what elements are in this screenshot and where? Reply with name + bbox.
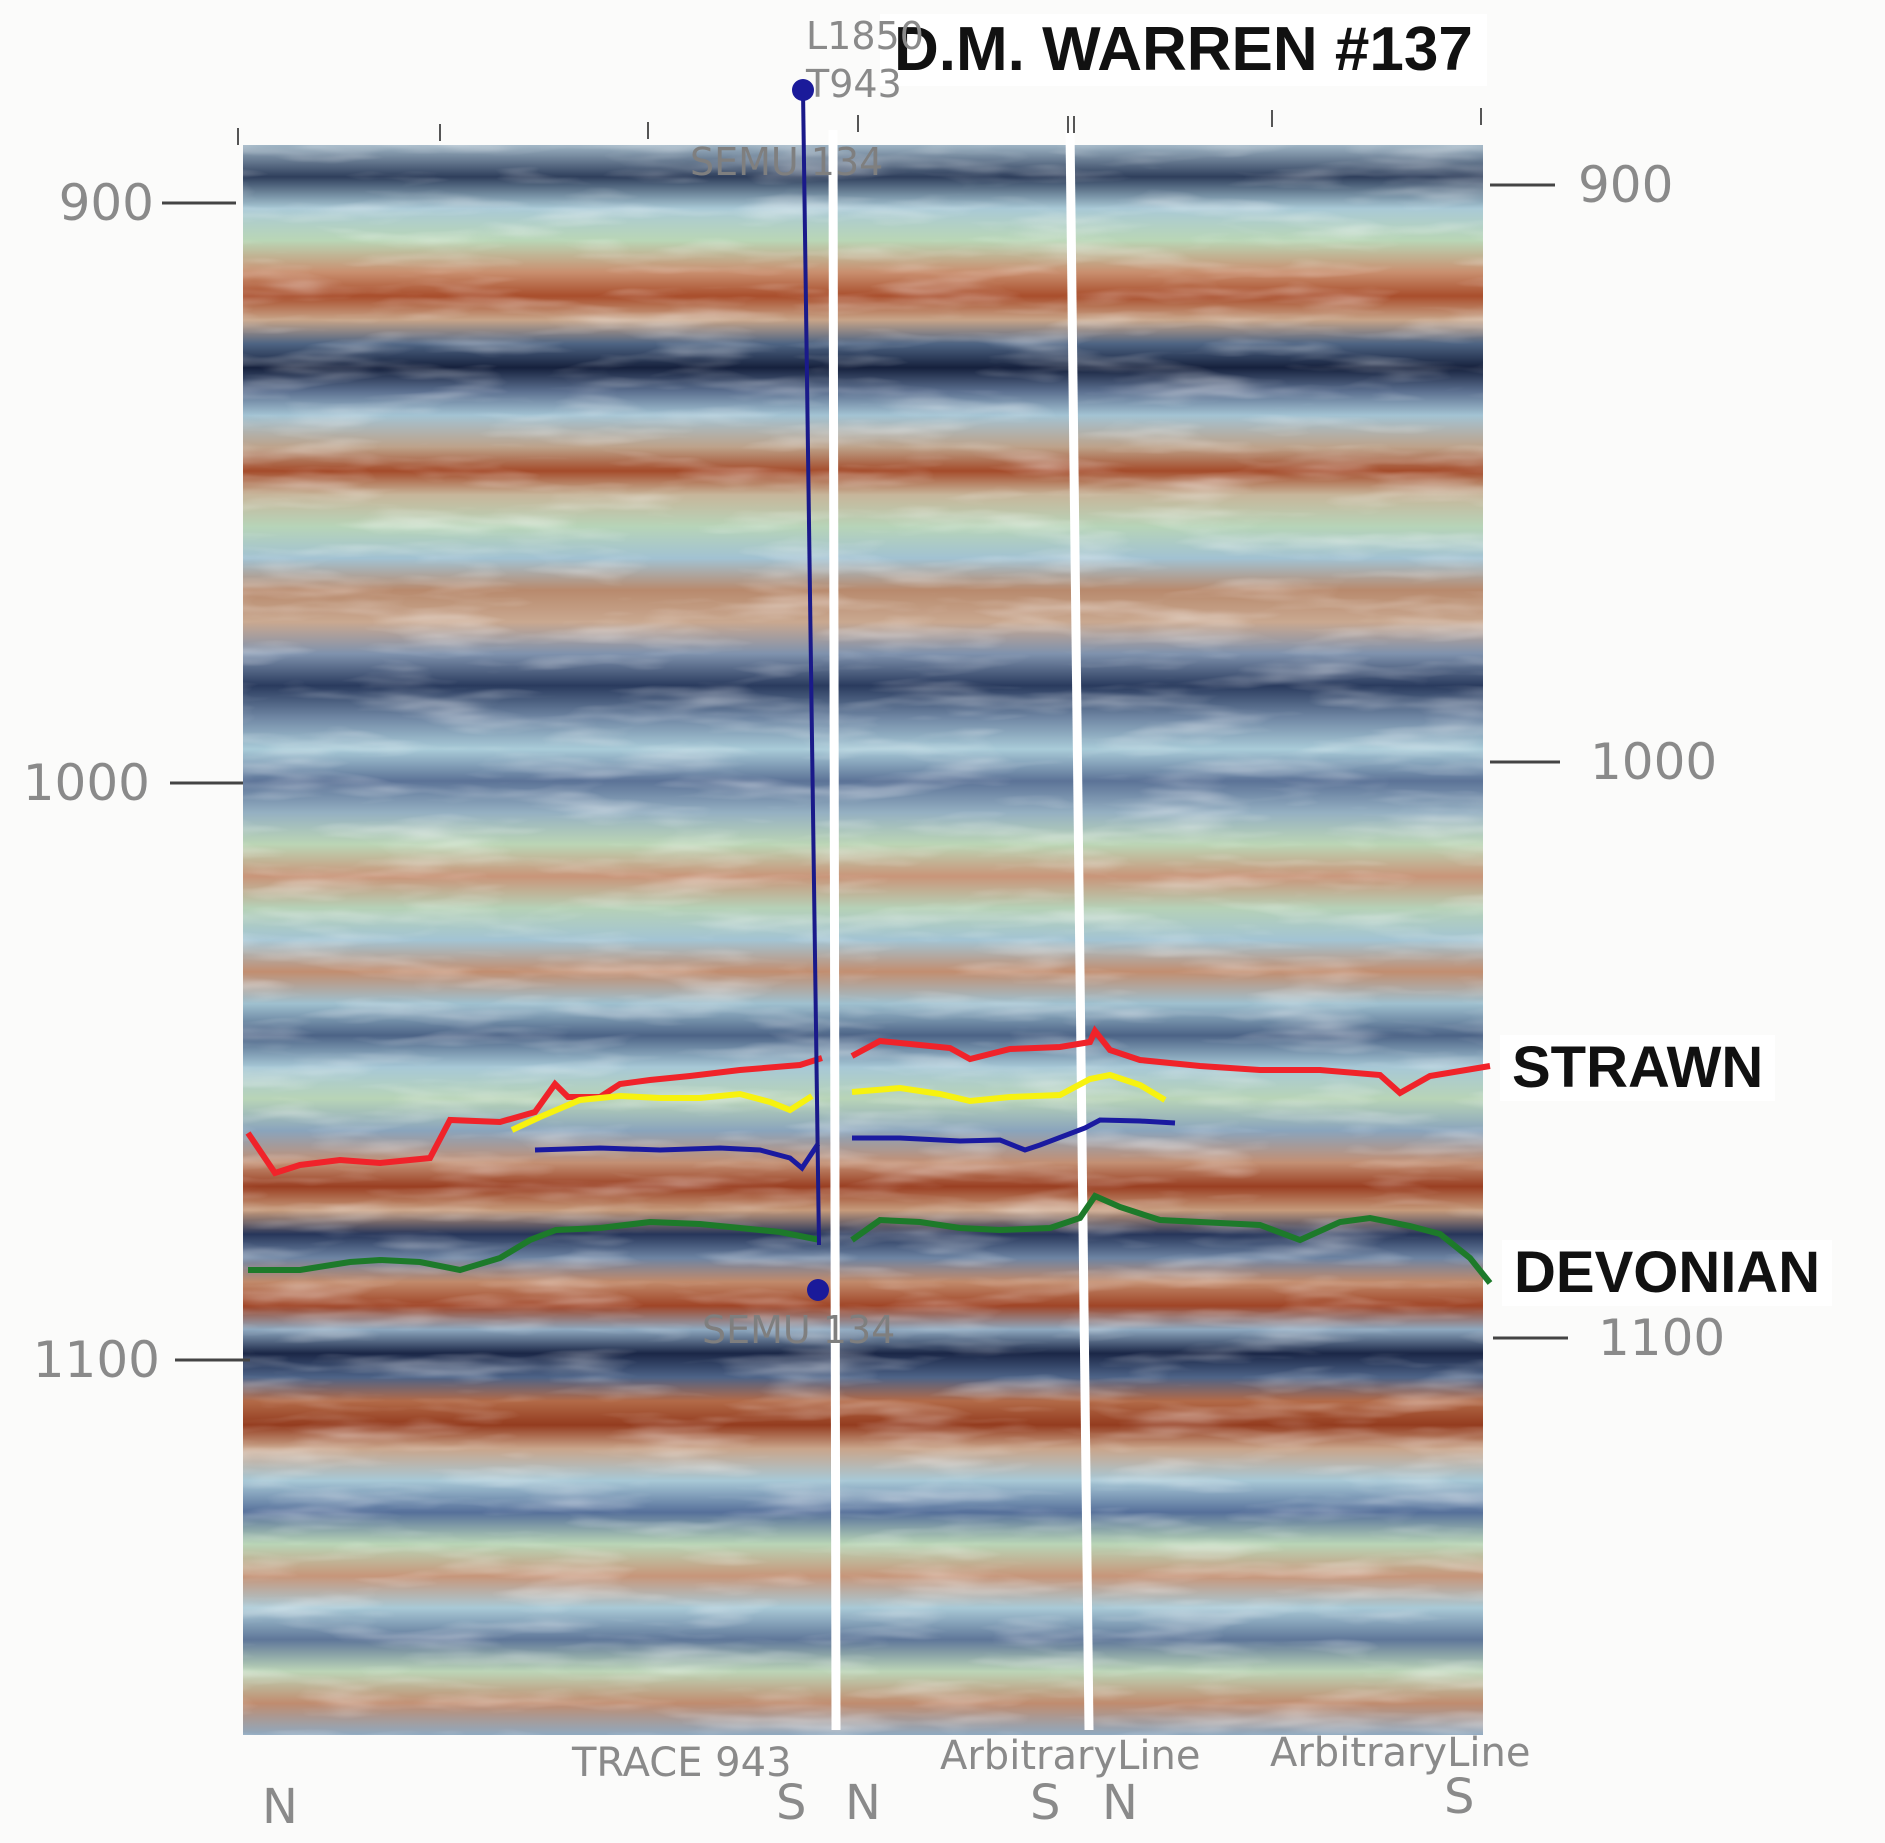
well-name-top: SEMU 134	[690, 140, 884, 184]
strawn-horizon-pick-2	[850, 1025, 1491, 1097]
well-path	[801, 89, 821, 1246]
trace-number-label: T943	[806, 62, 902, 106]
well-top-marker	[792, 79, 814, 101]
direction-n-3: N	[1102, 1775, 1138, 1831]
strawn-horizon-pick	[245, 1055, 823, 1177]
arbitrary-line-label-1: ArbitraryLine	[940, 1733, 1201, 1779]
line-number-label: L1850	[806, 14, 924, 58]
chart-title: D.M. WARREN #137	[880, 14, 1487, 86]
blue-horizon-pick	[534, 1142, 821, 1172]
time-label-left-1100: 1100	[32, 1331, 160, 1389]
yellow-horizon-pick-2	[851, 1071, 1167, 1105]
top-ticks	[237, 108, 1482, 145]
direction-n-2: N	[845, 1775, 881, 1831]
direction-n-1: N	[262, 1779, 298, 1835]
time-label-right-1000: 1000	[1590, 733, 1718, 791]
arbitrary-line-label-2: ArbitraryLine	[1270, 1730, 1531, 1776]
direction-s-1: S	[776, 1775, 807, 1831]
trace-943-label: TRACE 943	[572, 1740, 792, 1786]
time-label-left-1000: 1000	[22, 754, 150, 812]
panel-divider-2	[1065, 129, 1094, 1731]
well-bottom-marker	[807, 1279, 829, 1301]
seismic-noise-overlay	[243, 145, 1483, 1735]
devonian-horizon-pick-2	[850, 1192, 1493, 1285]
direction-s-3: S	[1444, 1769, 1475, 1825]
direction-s-2: S	[1030, 1775, 1061, 1831]
yellow-horizon-pick	[510, 1090, 814, 1133]
blue-horizon-pick-2	[852, 1117, 1176, 1153]
devonian-label: DEVONIAN	[1502, 1240, 1833, 1306]
well-name-bottom: SEMU 134	[702, 1308, 896, 1352]
time-label-right-900: 900	[1578, 156, 1674, 214]
panel-divider-1	[828, 129, 841, 1731]
seismic-panel	[243, 145, 1483, 1735]
devonian-horizon-pick	[248, 1218, 821, 1274]
time-axis-ticks	[162, 183, 1568, 1362]
time-label-left-900: 900	[58, 174, 154, 232]
strawn-label: STRAWN	[1500, 1035, 1776, 1101]
time-label-right-1100: 1100	[1598, 1309, 1726, 1367]
